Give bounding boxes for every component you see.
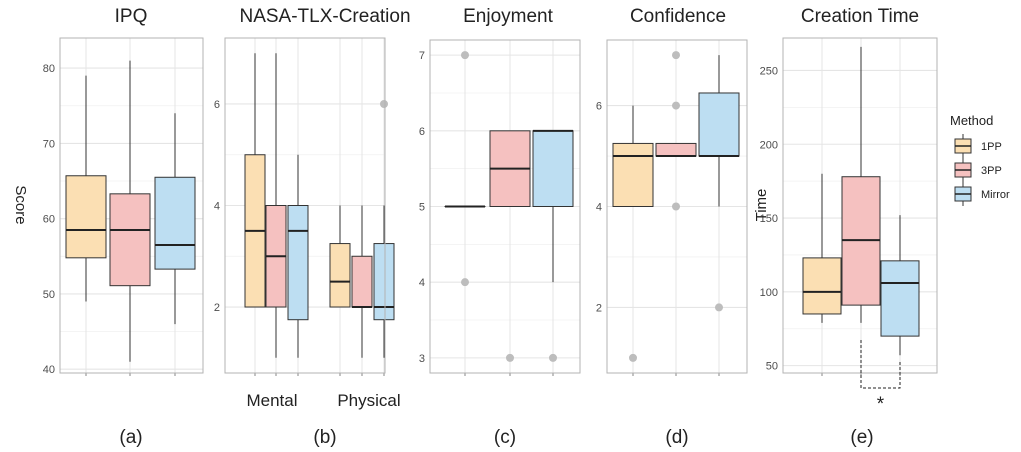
panel-5: Creation Time 50 100 150 200 250 Time *(e) <box>753 6 938 448</box>
y-tick-label: 200 <box>760 139 778 151</box>
box-body <box>351 255 373 308</box>
y-tick-label: 4 <box>214 201 220 213</box>
box-Mirror <box>532 129 574 362</box>
box-Mirror-Mental <box>287 154 309 358</box>
panel-1: IPQ 40 50 60 70 80 Score (a) <box>12 6 204 448</box>
box-body <box>329 243 351 308</box>
y-tick-label: 6 <box>419 126 425 138</box>
box-1PP <box>444 51 486 287</box>
panel-border <box>59 37 204 374</box>
category-label-physical: Physical <box>337 391 400 410</box>
panel-4: Confidence 2 4 6 (d) <box>596 6 748 448</box>
outlier-point <box>672 51 680 60</box>
box-1PP-Physical <box>329 205 351 308</box>
box-body <box>802 257 842 315</box>
legend-label: Mirror <box>981 189 1010 201</box>
box-body <box>655 142 697 157</box>
y-tick-label: 3 <box>419 353 425 365</box>
panel-title: IPQ <box>115 6 148 27</box>
y-axis-label: Time <box>753 189 770 222</box>
y-tick-label: 7 <box>419 50 425 62</box>
y-tick-label: 2 <box>214 302 220 314</box>
legend-key-3PP: 3PP <box>954 158 1002 182</box>
box-3PP <box>841 46 881 323</box>
panel-2: NASA-TLX-Creation 2 4 6 Mental Physical(b) <box>214 6 411 448</box>
box-body <box>287 205 309 321</box>
legend-title: Method <box>950 113 993 128</box>
outlier-point <box>672 202 680 211</box>
significance-marker: * <box>877 394 885 415</box>
panel-title: NASA-TLX-Creation <box>239 6 410 27</box>
panel-border <box>606 39 748 374</box>
legend-label: 1PP <box>981 141 1002 153</box>
box-Mirror-Physical <box>373 99 395 358</box>
y-tick-label: 150 <box>760 213 778 225</box>
box-body <box>532 130 574 207</box>
outlier-point <box>506 353 514 362</box>
panel-3: Enjoyment 3 4 5 6 7 (c) <box>419 6 581 448</box>
outlier-point <box>672 101 680 110</box>
panel-caption: (d) <box>665 427 688 448</box>
box-3PP-Mental <box>265 53 287 358</box>
box-1PP-Mental <box>244 53 266 308</box>
outlier-point <box>461 278 469 287</box>
box-1PP <box>65 75 107 302</box>
panel-border <box>224 37 386 374</box>
outlier-point <box>461 51 469 60</box>
box-body <box>109 193 151 287</box>
box-1PP <box>802 173 842 323</box>
outlier-point <box>629 353 637 362</box>
y-tick-label: 80 <box>43 63 55 75</box>
panel-caption: (a) <box>119 427 142 448</box>
y-tick-label: 50 <box>43 289 55 301</box>
box-Mirror <box>698 55 740 312</box>
y-tick-label: 40 <box>43 364 55 376</box>
box-body <box>612 142 654 208</box>
outlier-point <box>715 303 723 312</box>
panel-caption: (e) <box>850 427 873 448</box>
y-tick-label: 60 <box>43 214 55 226</box>
category-label-mental: Mental <box>246 391 297 410</box>
y-tick-label: 6 <box>596 101 602 113</box>
y-axis-label: Score <box>12 185 29 224</box>
legend-label: 3PP <box>981 165 1002 177</box>
legend: Method 1PP 3PP Mirror <box>950 113 1010 206</box>
box-Mirror <box>880 215 920 356</box>
panel-title: Confidence <box>630 6 726 27</box>
legend-key-Mirror: Mirror <box>954 182 1010 206</box>
y-tick-label: 250 <box>760 65 778 77</box>
box-3PP <box>655 51 697 211</box>
box-3PP <box>109 60 151 362</box>
y-tick-label: 4 <box>419 277 425 289</box>
panel-border <box>782 37 938 374</box>
panel-title: Enjoyment <box>463 6 553 27</box>
box-body <box>65 175 107 259</box>
y-tick-label: 6 <box>214 99 220 111</box>
panel-caption: (c) <box>494 427 516 448</box>
box-Mirror <box>154 113 196 325</box>
y-tick-label: 2 <box>596 302 602 314</box>
panel-title: Creation Time <box>801 6 919 27</box>
panel-caption: (b) <box>313 427 336 448</box>
y-tick-label: 70 <box>43 138 55 150</box>
box-1PP <box>612 105 654 362</box>
box-body <box>698 92 740 157</box>
box-body <box>154 176 196 270</box>
box-3PP-Physical <box>351 205 373 358</box>
box-body <box>373 243 395 321</box>
box-body <box>880 260 920 337</box>
y-tick-label: 4 <box>596 202 602 214</box>
legend-key-1PP: 1PP <box>954 134 1002 158</box>
panel-border <box>429 39 581 374</box>
outlier-point <box>549 353 557 362</box>
y-tick-label: 50 <box>766 361 778 373</box>
y-tick-label: 100 <box>760 287 778 299</box>
box-3PP <box>489 130 531 362</box>
y-tick-label: 5 <box>419 202 425 214</box>
significance-bracket <box>860 340 901 389</box>
outlier-point <box>380 99 388 108</box>
